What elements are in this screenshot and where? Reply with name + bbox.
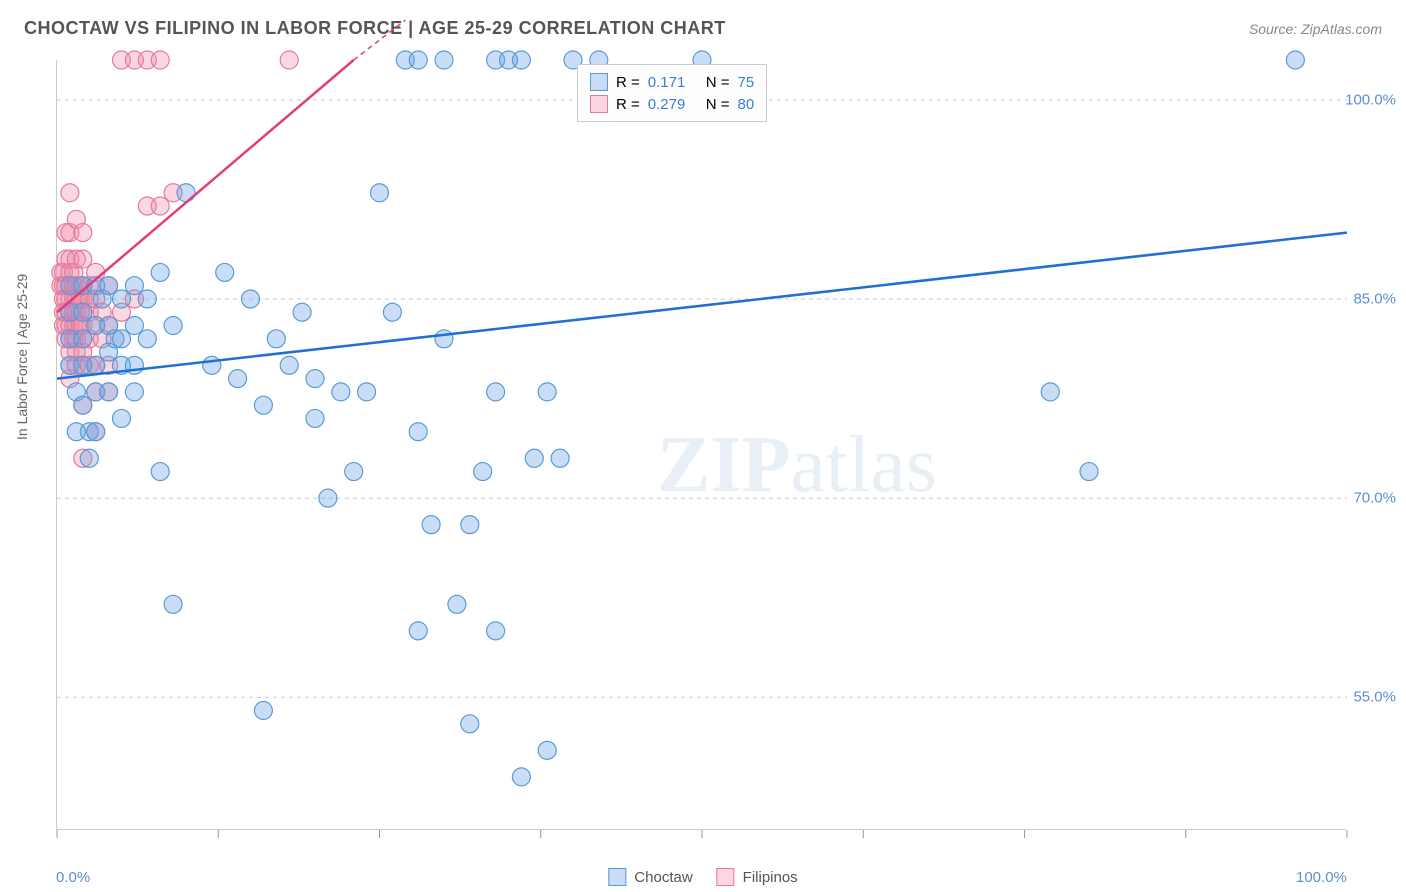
r-value: 0.171 xyxy=(648,74,698,91)
stats-row-filipinos: R = 0.279 N = 80 xyxy=(590,93,754,115)
legend-label: Choctaw xyxy=(634,869,692,886)
swatch-filipinos xyxy=(590,95,608,113)
n-label: N = xyxy=(706,96,730,113)
swatch-choctaw xyxy=(590,73,608,91)
legend-label: Filipinos xyxy=(743,869,798,886)
source-label: Source: ZipAtlas.com xyxy=(1249,21,1382,37)
n-label: N = xyxy=(706,74,730,91)
y-tick-label: 55.0% xyxy=(1353,689,1396,706)
n-value: 80 xyxy=(738,96,755,113)
r-label: R = xyxy=(616,96,640,113)
scatter-svg xyxy=(57,60,1347,830)
swatch-filipinos-icon xyxy=(717,868,735,886)
legend-item-filipinos: Filipinos xyxy=(717,868,798,886)
n-value: 75 xyxy=(738,74,755,91)
swatch-choctaw-icon xyxy=(608,868,626,886)
y-tick-label: 100.0% xyxy=(1345,91,1396,108)
legend-item-choctaw: Choctaw xyxy=(608,868,692,886)
plot-area: R = 0.171 N = 75 R = 0.279 N = 80 ZIPatl… xyxy=(56,60,1346,830)
y-tick-label: 70.0% xyxy=(1353,490,1396,507)
chart-title: CHOCTAW VS FILIPINO IN LABOR FORCE | AGE… xyxy=(24,18,726,39)
x-tick-label: 0.0% xyxy=(56,869,90,886)
stats-row-choctaw: R = 0.171 N = 75 xyxy=(590,71,754,93)
stats-legend: R = 0.171 N = 75 R = 0.279 N = 80 xyxy=(577,64,767,122)
y-tick-label: 85.0% xyxy=(1353,290,1396,307)
y-axis-label: In Labor Force | Age 25-29 xyxy=(14,274,30,440)
r-value: 0.279 xyxy=(648,96,698,113)
x-tick-label: 100.0% xyxy=(1296,869,1347,886)
r-label: R = xyxy=(616,74,640,91)
series-legend: Choctaw Filipinos xyxy=(608,868,797,886)
